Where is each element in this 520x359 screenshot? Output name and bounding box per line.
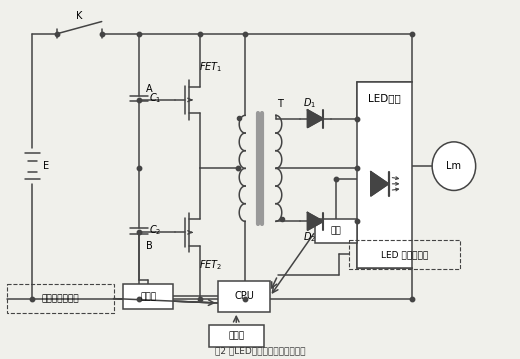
Text: Lm: Lm bbox=[446, 161, 461, 171]
Text: $C_2$: $C_2$ bbox=[149, 223, 161, 237]
Text: B: B bbox=[146, 241, 152, 251]
Text: $D_1$: $D_1$ bbox=[303, 96, 316, 110]
Text: 光耦: 光耦 bbox=[331, 227, 342, 236]
Bar bbox=[349, 240, 460, 269]
Text: $FET_1$: $FET_1$ bbox=[199, 60, 222, 74]
Circle shape bbox=[432, 142, 476, 190]
Bar bbox=[7, 284, 113, 313]
Text: $C_1$: $C_1$ bbox=[149, 91, 161, 104]
Polygon shape bbox=[307, 110, 323, 127]
Text: K: K bbox=[76, 11, 83, 21]
Polygon shape bbox=[371, 172, 388, 196]
Text: CPU: CPU bbox=[234, 292, 254, 302]
Text: LED 保护传感器: LED 保护传感器 bbox=[381, 250, 428, 259]
Bar bbox=[357, 82, 412, 268]
Bar bbox=[123, 284, 173, 309]
Bar bbox=[209, 325, 264, 347]
Text: E: E bbox=[43, 161, 49, 171]
Text: 图2 为LED阵列智能驱动实验电路: 图2 为LED阵列智能驱动实验电路 bbox=[215, 346, 305, 355]
Text: $FET_2$: $FET_2$ bbox=[199, 258, 222, 272]
Text: $D_2$: $D_2$ bbox=[303, 230, 316, 244]
Bar bbox=[316, 219, 357, 243]
Text: 控制键: 控制键 bbox=[228, 332, 244, 341]
Text: 电路保护传感器: 电路保护传感器 bbox=[42, 294, 79, 303]
Text: LED阵列: LED阵列 bbox=[368, 93, 401, 103]
Polygon shape bbox=[307, 213, 323, 230]
Text: A: A bbox=[146, 84, 152, 94]
Text: 缓冲器: 缓冲器 bbox=[140, 292, 157, 301]
Text: T: T bbox=[277, 99, 283, 109]
Bar bbox=[218, 281, 270, 312]
